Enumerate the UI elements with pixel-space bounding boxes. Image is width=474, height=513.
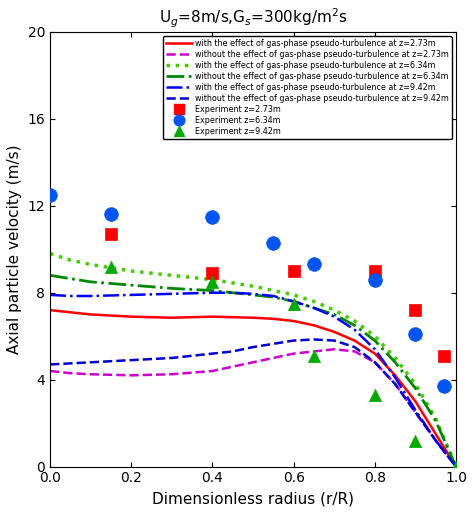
Point: [290, 300, 298, 308]
Y-axis label: Axial particle velocity (m/s): Axial particle velocity (m/s): [7, 145, 22, 354]
Point: [452, 463, 460, 471]
Title: U$_g$=8m/s,G$_s$=300kg/m$^2$s: U$_g$=8m/s,G$_s$=300kg/m$^2$s: [159, 7, 347, 30]
Point: [270, 239, 277, 247]
Point: [290, 267, 298, 275]
Point: [412, 437, 419, 445]
Point: [209, 212, 216, 221]
Point: [440, 352, 447, 360]
Point: [310, 261, 318, 269]
Point: [209, 269, 216, 277]
Point: [107, 230, 115, 238]
Point: [371, 391, 379, 399]
X-axis label: Dimensionless radius (r/R): Dimensionless radius (r/R): [152, 491, 354, 506]
Legend: with the effect of gas-phase pseudo-turbulence at z=2.73m, without the effect of: with the effect of gas-phase pseudo-turb…: [163, 36, 452, 140]
Point: [107, 210, 115, 219]
Point: [310, 352, 318, 360]
Point: [440, 382, 447, 390]
Point: [46, 191, 54, 199]
Point: [371, 267, 379, 275]
Point: [412, 306, 419, 314]
Point: [107, 263, 115, 271]
Point: [371, 275, 379, 284]
Point: [209, 278, 216, 286]
Point: [412, 330, 419, 338]
